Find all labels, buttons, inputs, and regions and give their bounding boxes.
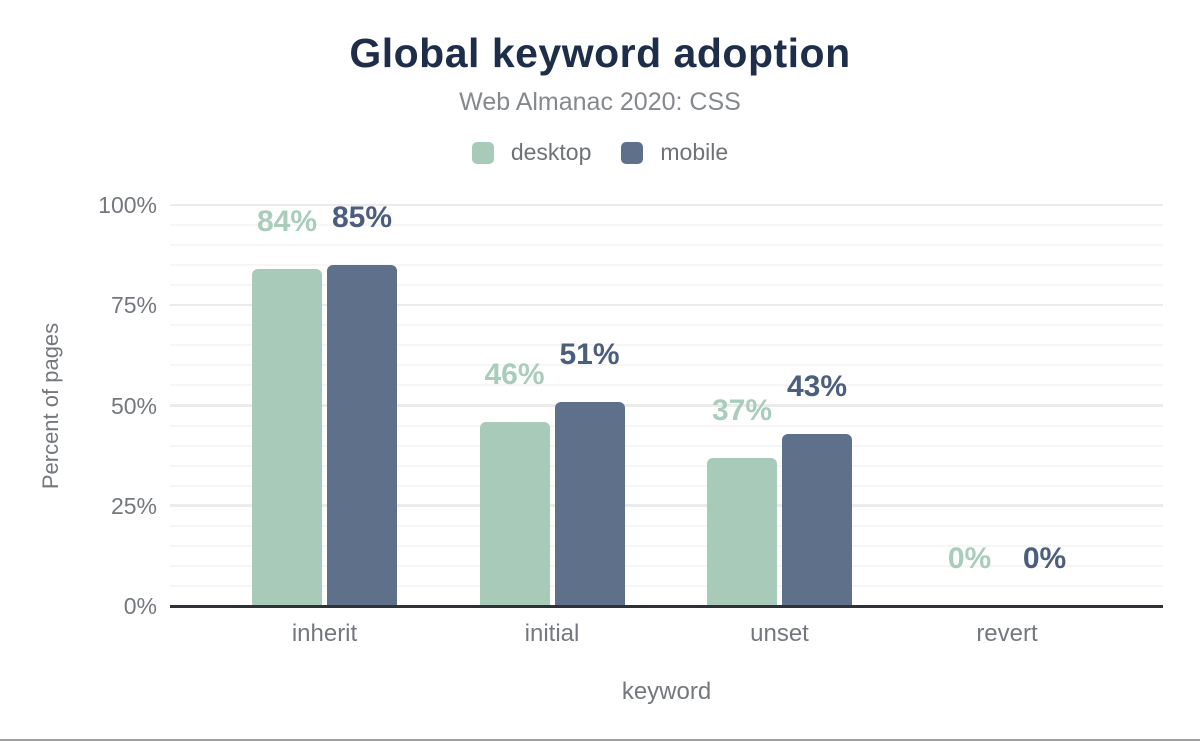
- bar-group-revert: 0% 0% revert: [935, 205, 1080, 647]
- desktop-bar-initial: [479, 421, 550, 606]
- y-tick-label: 50%: [110, 392, 157, 419]
- legend-label-desktop: desktop: [510, 139, 592, 165]
- mobile-bar-initial: [554, 401, 625, 606]
- bottom-border: [0, 738, 1200, 741]
- major-gridline: [170, 504, 1163, 507]
- minor-gridline: [170, 464, 1163, 467]
- minor-gridline: [170, 224, 1163, 227]
- minor-gridline: [170, 244, 1163, 247]
- major-gridline: [170, 404, 1163, 407]
- mobile-bar-inherit: [327, 265, 397, 606]
- legend-item-desktop: desktop: [471, 139, 592, 166]
- x-axis-title: keyword: [621, 678, 712, 705]
- minor-gridline: [170, 284, 1163, 287]
- minor-gridline: [170, 484, 1163, 487]
- minor-gridline: [170, 344, 1163, 347]
- minor-gridline: [170, 324, 1163, 327]
- minor-gridline: [170, 424, 1163, 427]
- y-axis-title: Percent of pages: [38, 322, 63, 489]
- desktop-swatch-icon: [471, 141, 494, 164]
- minor-gridline: [170, 544, 1163, 547]
- desktop-value-label-inherit: 84%: [256, 205, 318, 239]
- bar-group-unset: 37% 43% unset: [707, 205, 852, 647]
- x-axis-line: [170, 604, 1163, 608]
- y-tick-label: 100%: [98, 192, 157, 218]
- desktop-bar-inherit: [252, 269, 322, 606]
- mobile-value-label-initial: 51%: [559, 337, 620, 371]
- bar-group-inherit: 84% 85% inherit: [252, 201, 397, 647]
- minor-gridline: [170, 264, 1163, 267]
- major-gridline: [170, 203, 1163, 206]
- legend-item-mobile: mobile: [621, 139, 728, 166]
- desktop-value-label-unset: 37%: [711, 393, 773, 427]
- y-tick-label: 75%: [110, 292, 157, 319]
- x-tick-label-initial: initial: [524, 620, 580, 647]
- major-gridline: [170, 303, 1163, 307]
- x-tick-label-inherit: inherit: [291, 620, 358, 647]
- legend-label-mobile: mobile: [660, 139, 729, 165]
- mobile-bar-unset: [782, 433, 852, 606]
- minor-gridline: [170, 524, 1163, 527]
- minor-gridline: [170, 584, 1163, 587]
- chart-title: Global keyword adoption: [349, 30, 851, 76]
- y-tick-label: 0%: [123, 593, 157, 619]
- desktop-bar-unset: [707, 457, 777, 606]
- desktop-value-label-revert: 0%: [947, 542, 992, 575]
- x-tick-label-unset: unset: [750, 620, 809, 647]
- plot-area: Percent of pages keyword 100% 75% 50% 25% 0%…: [38, 192, 1163, 705]
- minor-gridline: [170, 364, 1163, 367]
- mobile-swatch-icon: [621, 141, 644, 164]
- minor-gridline: [170, 444, 1163, 447]
- mobile-value-label-unset: 43%: [786, 369, 848, 403]
- legend: desktop mobile: [0, 139, 1200, 166]
- x-tick-label-revert: revert: [976, 620, 1038, 647]
- y-tick-label: 25%: [110, 492, 157, 519]
- mobile-value-label-inherit: 85%: [331, 201, 393, 235]
- mobile-value-label-revert: 0%: [1022, 542, 1067, 575]
- chart-subtitle: Web Almanac 2020: CSS: [459, 88, 741, 116]
- bar-group-initial: 46% 51% initial: [479, 205, 625, 647]
- minor-gridline: [170, 564, 1163, 567]
- desktop-value-label-initial: 46%: [484, 357, 545, 391]
- minor-gridline: [170, 384, 1163, 387]
